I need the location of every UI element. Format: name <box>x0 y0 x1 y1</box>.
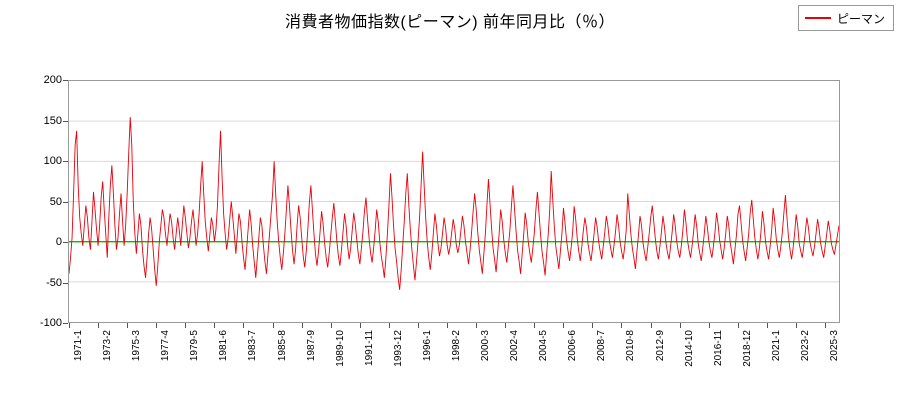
x-axis-tick-label: 1991-11 <box>363 330 375 366</box>
legend-label: ピーマン <box>836 11 885 26</box>
y-axis-tick-label: -50 <box>46 276 62 289</box>
y-axis-tick-label: 0 <box>55 236 62 248</box>
x-axis-tick-mark <box>272 323 274 328</box>
x-axis-tick-mark <box>127 323 129 328</box>
x-axis-tick-label: 2025-3 <box>829 330 840 362</box>
x-axis-tick-label: 2008-7 <box>596 330 608 362</box>
x-axis-tick-mark <box>330 323 332 328</box>
x-axis-tick-mark <box>505 323 507 328</box>
gridlines <box>69 120 839 283</box>
y-axis-tick-mark <box>63 161 68 162</box>
y-axis-tick-mark <box>63 282 68 284</box>
x-axis-tick-label: 1975-3 <box>131 330 143 362</box>
x-axis-tick-label: 2000-3 <box>480 330 492 362</box>
x-axis-tick-mark <box>243 323 245 328</box>
y-axis-tick-mark <box>63 201 68 203</box>
y-axis-tick-mark <box>63 120 68 122</box>
x-axis-tick-label: 1971-1 <box>73 330 84 362</box>
x-axis-tick-mark <box>447 323 448 328</box>
x-axis-tick-label: 1983-7 <box>247 330 259 362</box>
x-axis-tick-label: 2006-6 <box>567 330 579 362</box>
legend-color-swatch <box>804 17 831 19</box>
x-axis-tick-label: 1973-2 <box>102 330 114 362</box>
x-axis-tick-label: 1987-9 <box>305 330 317 362</box>
y-axis-tick-label: 50 <box>49 195 62 208</box>
x-axis-tick-label: 2021-1 <box>770 330 782 362</box>
x-axis-tick-mark <box>359 323 361 328</box>
series-line-pepper-cpi <box>69 117 839 290</box>
x-axis-tick-label: 1989-10 <box>334 330 346 367</box>
x-axis-tick-mark <box>708 323 710 328</box>
x-axis-tick-label: 2002-4 <box>509 330 521 362</box>
x-axis-tick-mark <box>592 323 594 328</box>
x-axis-tick-label: 1985-8 <box>276 330 288 362</box>
y-axis-tick-mark <box>63 80 68 81</box>
plot-area <box>68 80 840 323</box>
x-axis-tick-mark <box>156 323 158 328</box>
x-axis-tick-label: 2004-5 <box>538 330 550 362</box>
x-axis-tick-label: 2023-2 <box>799 330 811 362</box>
chart-title: 消費者物価指数(ピーマン) 前年同月比（％） <box>284 14 616 31</box>
x-axis-tick-mark <box>417 323 419 328</box>
x-axis-tick-mark <box>69 323 70 328</box>
x-axis-tick-label: 2018-12 <box>741 330 753 367</box>
y-axis-tick-label: -100 <box>39 317 62 329</box>
x-axis-tick-mark <box>98 323 100 328</box>
x-axis-tick-mark <box>679 323 681 328</box>
x-axis-tick-mark <box>301 323 303 328</box>
x-axis-tick-mark <box>650 323 652 328</box>
series-path <box>69 117 839 290</box>
y-axis-tick-label: 150 <box>43 114 62 127</box>
x-axis-tick-mark <box>621 323 623 328</box>
x-axis-tick-label: 1996-1 <box>421 330 433 362</box>
x-axis-tick-label: 1993-12 <box>392 330 404 367</box>
x-axis-tick-label: 2014-10 <box>683 330 695 367</box>
x-axis-tick-mark <box>185 323 187 328</box>
y-axis-tick-mark <box>63 323 68 324</box>
x-axis-tick-label: 2016-11 <box>712 330 724 366</box>
x-axis-tick-mark <box>795 323 797 328</box>
x-axis-tick-mark <box>825 323 826 328</box>
x-axis-tick-label: 1977-4 <box>160 330 172 362</box>
x-axis-tick-label: 1981-6 <box>218 330 230 362</box>
x-axis-tick-label: 2010-8 <box>625 330 637 362</box>
x-axis-tick-mark <box>534 323 536 328</box>
x-axis-tick-label: 2012-9 <box>654 330 666 362</box>
x-axis-tick-mark <box>388 323 390 328</box>
y-axis-tick-label: 100 <box>43 155 62 167</box>
x-axis-tick-label: 1979-5 <box>189 330 201 362</box>
x-axis-tick-mark <box>214 323 216 328</box>
x-axis-tick-mark <box>476 323 478 328</box>
y-axis-tick-label: 200 <box>43 74 62 86</box>
x-axis-tick-label: 1998-2 <box>451 330 462 362</box>
x-axis-tick-mark <box>766 323 768 328</box>
x-axis-tick-mark <box>563 323 565 328</box>
legend: ピーマン <box>797 5 894 31</box>
x-axis-tick-mark <box>737 323 739 328</box>
y-axis-tick-mark <box>63 242 68 243</box>
